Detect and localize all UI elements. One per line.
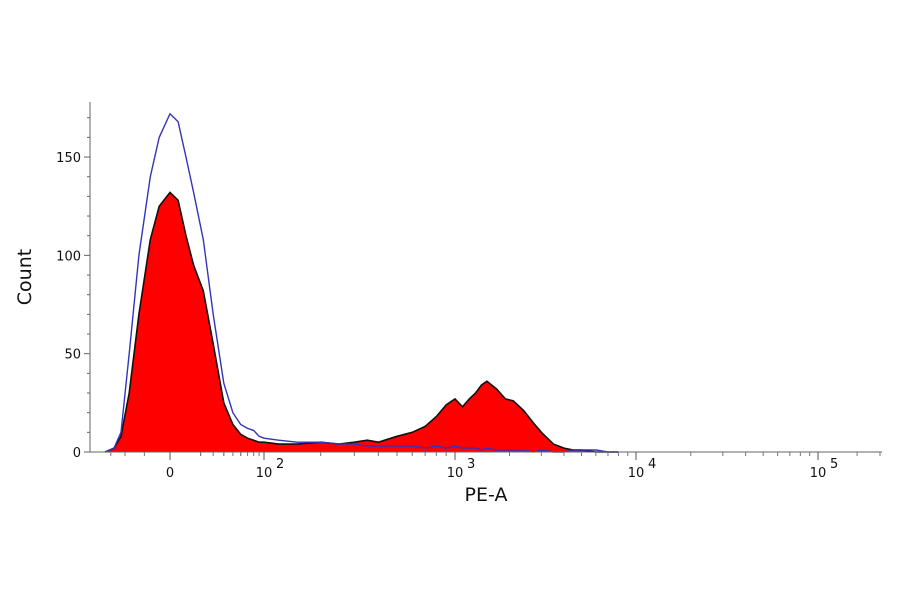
x-tick-label: 10 [256,466,273,481]
x-tick-exponent: 4 [648,457,656,472]
series-layer [104,112,619,453]
x-tick-exponent: 2 [276,457,284,472]
x-tick-label: 0 [166,466,174,481]
y-tick-label: 100 [56,249,81,264]
axes-layer [84,102,882,460]
y-tick-label: 50 [64,348,81,363]
series-fill-0 [105,192,619,452]
y-tick-label: 150 [56,151,81,166]
y-tick-label: 0 [73,446,81,461]
x-axis-title: PE-A [465,484,508,506]
x-tick-label: 10 [810,466,827,481]
y-axis-title: Count [14,249,36,305]
x-tick-exponent: 5 [830,457,838,472]
x-tick-label: 10 [628,466,645,481]
series-outline-0 [104,191,619,453]
x-tick-exponent: 3 [467,457,475,472]
series-line-1 [104,112,619,453]
x-tick-label: 10 [447,466,464,481]
